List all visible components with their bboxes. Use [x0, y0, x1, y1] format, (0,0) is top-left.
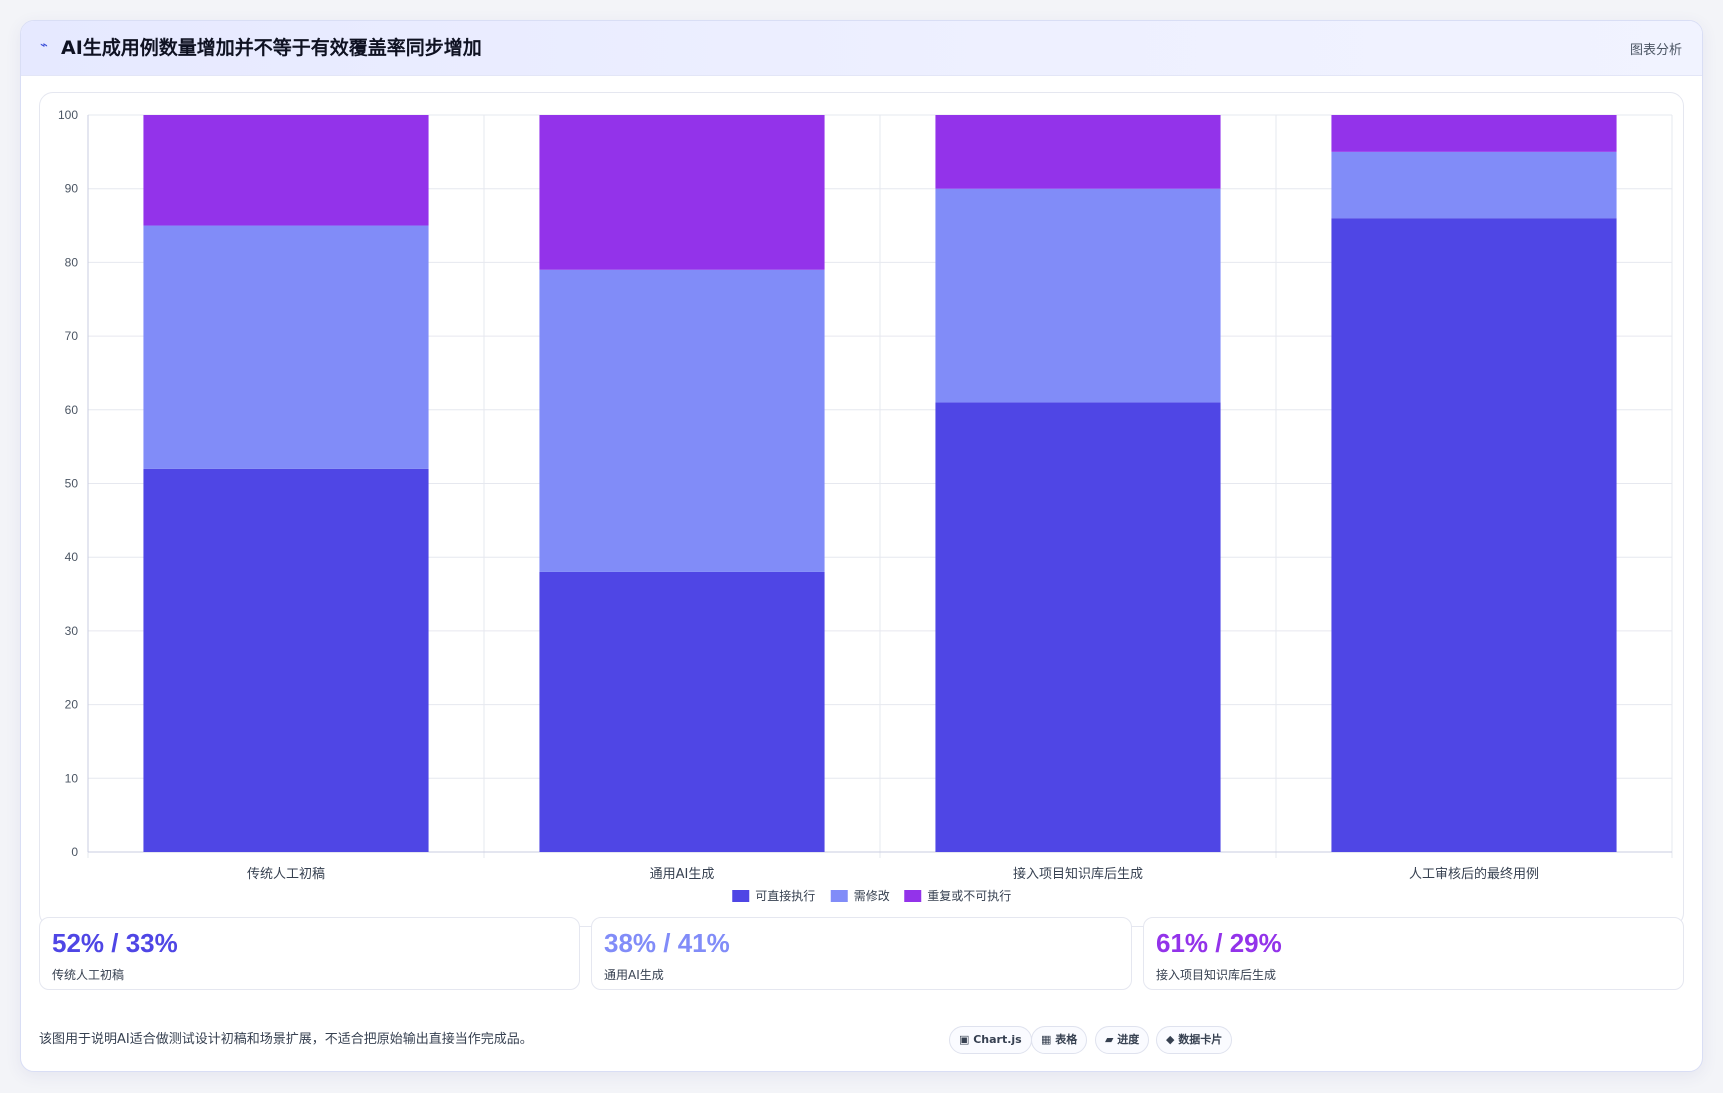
- x-tick-label: 接入项目知识库后生成: [1013, 866, 1143, 882]
- x-tick-label: 传统人工初稿: [247, 866, 325, 882]
- bar-segment: [935, 115, 1221, 189]
- bar-segment: [539, 571, 825, 852]
- y-tick-label: 30: [65, 624, 79, 638]
- bar-segment: [143, 468, 429, 852]
- bar-segment: [539, 269, 825, 572]
- y-tick-label: 50: [65, 477, 79, 491]
- stat-label: 接入项目知识库后生成: [1156, 968, 1277, 982]
- stacked-bar-chart: 0 10 20 30 40 50 60 70 80 90 100 传统人工初稿 通用AI生成 接入项目知识…: [58, 108, 1673, 903]
- y-tick-label: 40: [65, 550, 79, 564]
- chart-note: 该图用于说明AI适合做测试设计初稿和场景扩展，不适合把原始输出直接当作完成品。: [39, 1032, 533, 1047]
- pill-data-cards[interactable]: ◆ 数据卡片: [1156, 1026, 1233, 1054]
- stat-label: 传统人工初稿: [52, 968, 125, 982]
- stat-label: 通用AI生成: [604, 968, 664, 982]
- legend-label: 可直接执行: [755, 888, 815, 903]
- x-tick-label: 通用AI生成: [650, 867, 715, 882]
- page-title: AI生成用例数量增加并不等于有效覆盖率同步增加: [61, 37, 482, 59]
- chart-card: 0 10 20 30 40 50 60 70 80 90 100 传统人工初稿 通用AI生成 接入项目知识…: [39, 92, 1684, 927]
- y-tick-label: 10: [65, 771, 79, 785]
- bar-segment: [935, 402, 1221, 852]
- bar-segment: [143, 225, 429, 469]
- stat-card-traditional: 52% / 33% 传统人工初稿: [39, 917, 580, 990]
- bar-segment: [935, 188, 1221, 403]
- pill-progress[interactable]: ▰ 进度: [1095, 1026, 1150, 1054]
- bar-segment: [1331, 115, 1617, 152]
- stat-card-knowledge-base: 61% / 29% 接入项目知识库后生成: [1143, 917, 1684, 990]
- x-tick-label: 人工审核后的最终用例: [1409, 866, 1539, 882]
- bar-segment: [143, 115, 429, 226]
- y-tick-label: 100: [58, 108, 78, 122]
- y-tick-label: 70: [65, 329, 79, 343]
- legend-swatch: [830, 890, 848, 902]
- legend-label: 需修改: [854, 888, 890, 903]
- pill-chartjs[interactable]: ▣ Chart.js: [949, 1026, 1032, 1054]
- legend-swatch: [732, 890, 750, 902]
- panel-tag: 图表分析: [1629, 43, 1682, 58]
- panel-header: ⌁ AI生成用例数量增加并不等于有效覆盖率同步增加 图表分析: [21, 21, 1702, 76]
- stat-value: 38% / 41%: [604, 928, 730, 958]
- y-tick-label: 20: [65, 698, 79, 712]
- bar-segment: [1331, 151, 1617, 219]
- stat-value: 61% / 29%: [1156, 928, 1282, 958]
- stat-value: 52% / 33%: [52, 928, 178, 958]
- bar-segment: [1331, 218, 1617, 852]
- y-tick-label: 60: [65, 403, 79, 417]
- stat-card-general-ai: 38% / 41% 通用AI生成: [591, 917, 1132, 990]
- chart-icon: ⌁: [40, 38, 48, 53]
- legend-label: 重复或不可执行: [927, 889, 1011, 903]
- y-tick-label: 80: [65, 255, 79, 269]
- y-tick-label: 0: [71, 845, 78, 859]
- pill-table[interactable]: ▦ 表格: [1031, 1026, 1088, 1054]
- y-tick-label: 90: [65, 182, 79, 196]
- bar-segment: [539, 115, 825, 270]
- legend-swatch: [904, 890, 922, 902]
